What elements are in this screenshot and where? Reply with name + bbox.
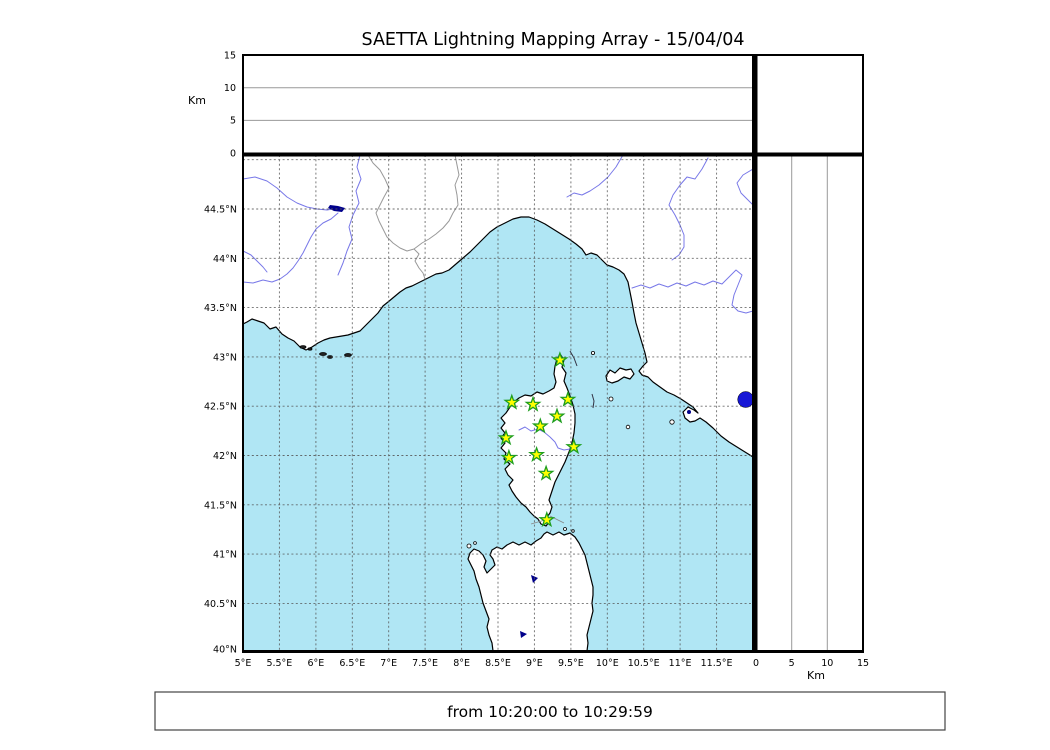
km-axis-label-left: Km	[188, 94, 206, 107]
lon-tick: 5°E	[235, 658, 252, 669]
alt-b-tick-5: 5	[789, 658, 795, 669]
alt-tick-0: 0	[230, 149, 236, 160]
lat-tick: 41.5°N	[204, 500, 237, 511]
lon-tick: 6.5°E	[339, 658, 365, 669]
lon-tick: 11°E	[669, 658, 692, 669]
caption-box	[154, 691, 946, 731]
map-panel	[243, 155, 753, 651]
east-sea-line	[591, 393, 595, 409]
event-marker	[737, 391, 753, 408]
lat-tick: 40°N	[213, 645, 237, 656]
alt-tick-15: 15	[224, 51, 236, 62]
right-panel-gridlines	[791, 156, 828, 650]
corsica-coastline	[500, 353, 576, 527]
alt-tick-5: 5	[230, 116, 236, 127]
lat-tick: 43°N	[213, 352, 237, 363]
lat-tick: 40.5°N	[204, 599, 237, 610]
lon-tick: 6°E	[308, 658, 325, 669]
corsica-river	[518, 426, 575, 451]
lat-tick: 41°N	[213, 550, 237, 561]
lon-tick: 11.5°E	[701, 658, 733, 669]
lon-tick: 8°E	[453, 658, 470, 669]
figure-title: SAETTA Lightning Mapping Array - 15/04/0…	[362, 30, 745, 50]
lon-tick: 10°E	[596, 658, 619, 669]
top-altitude-panel	[242, 54, 754, 156]
lat-tick: 42°N	[213, 451, 237, 462]
km-axis-label-bottom: Km	[807, 669, 825, 682]
lon-tick: 10.5°E	[628, 658, 660, 669]
top-panel-gridlines	[244, 87, 752, 121]
alt-b-tick-10: 10	[821, 658, 833, 669]
lon-tick: 9°E	[526, 658, 543, 669]
bonifacio-route-west	[530, 519, 546, 525]
alt-b-tick-0: 0	[753, 658, 759, 669]
sardinia-coastline	[467, 531, 594, 651]
lat-tick: 43.5°N	[204, 303, 237, 314]
france-italy-border	[367, 155, 426, 280]
admin-border-branch	[413, 155, 460, 250]
lon-tick: 5.5°E	[266, 658, 292, 669]
alt-tick-10: 10	[224, 83, 236, 94]
lon-tick: 7°E	[380, 658, 397, 669]
time-range-caption: from 10:20:00 to 10:29:59	[447, 703, 653, 721]
lon-tick: 9.5°E	[558, 658, 584, 669]
right-altitude-panel	[752, 154, 864, 652]
elba-island	[605, 367, 635, 384]
small-islands	[299, 345, 675, 549]
lat-tick: 44.5°N	[204, 205, 237, 216]
lat-tick: 42.5°N	[204, 402, 237, 413]
corner-panel	[752, 54, 864, 156]
mainland-coastline	[243, 155, 753, 458]
event-markers-layer	[737, 391, 753, 408]
alt-b-tick-15: 15	[857, 658, 869, 669]
lon-tick: 8.5°E	[485, 658, 511, 669]
lat-tick: 44°N	[213, 254, 237, 265]
lon-tick: 7.5°E	[412, 658, 438, 669]
